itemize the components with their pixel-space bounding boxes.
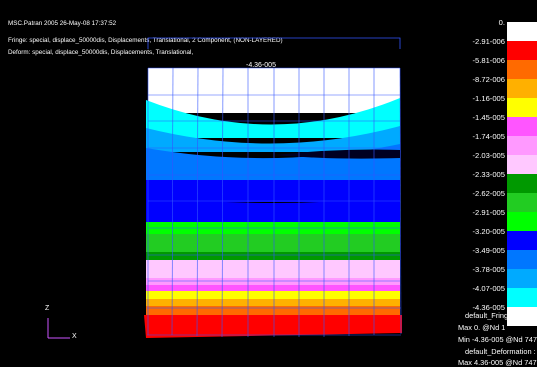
legend-swatch [507,212,537,231]
legend-swatch [507,136,537,155]
legend-label: -5.81-006 [472,56,505,65]
fringe-bands [144,68,402,338]
fringe-info-title: default_Fringe : [465,311,517,320]
legend-label: -1.16-005 [472,94,505,103]
legend-label: -1.74-005 [472,132,505,141]
legend-swatch [507,193,537,212]
legend-label: -4.07-005 [472,284,505,293]
legend-label: -2.62-005 [472,189,505,198]
axis-triad [47,318,70,339]
legend-swatch [507,155,537,174]
legend-swatch [507,79,537,98]
legend-swatch [507,117,537,136]
legend-label: 0. [498,18,505,27]
legend-label: -3.20-005 [472,227,505,236]
axis-label-x: X [72,333,77,340]
deform-info-title: default_Deformation : [465,347,536,356]
legend-label: -8.72-006 [472,75,505,84]
legend-label: -2.03-005 [472,151,505,160]
mesh-grid [147,67,402,338]
deform-description: Deform: special, displace_50000dis, Disp… [8,49,194,56]
legend-swatch [507,98,537,117]
legend-swatch [507,174,537,193]
legend-swatch [507,41,537,60]
header-title: MSC.Patran 2005 26-May-08 17:37:52 [8,20,117,27]
undeformed-outline [147,37,401,49]
legend-label: -4.36-005 [472,303,505,312]
legend-swatch [507,269,537,288]
legend-swatch [507,22,537,41]
deform-info-max: Max 4.36-005 @Nd 747 [458,358,537,367]
legend-label: -2.33-005 [472,170,505,179]
legend-swatch [507,231,537,250]
legend-label: -2.91-006 [472,37,505,46]
max-value-marker: -4.36-005 [246,62,276,69]
legend-swatch [507,60,537,79]
legend-swatch [507,307,537,326]
legend-swatch [507,288,537,307]
legend-swatch [507,250,537,269]
axis-label-z: Z [45,305,50,312]
fringe-description: Fringe: special, displace_50000dis, Disp… [8,37,283,44]
legend-label: -2.91-005 [472,208,505,217]
legend-label: -3.78-005 [472,265,505,274]
fringe-info-min: Min -4.36-005 @Nd 747 [458,335,537,344]
legend-label: -3.49-005 [472,246,505,255]
legend-label: -1.45-005 [472,113,505,122]
fringe-info-max: Max 0. @Nd 1 [458,323,506,332]
